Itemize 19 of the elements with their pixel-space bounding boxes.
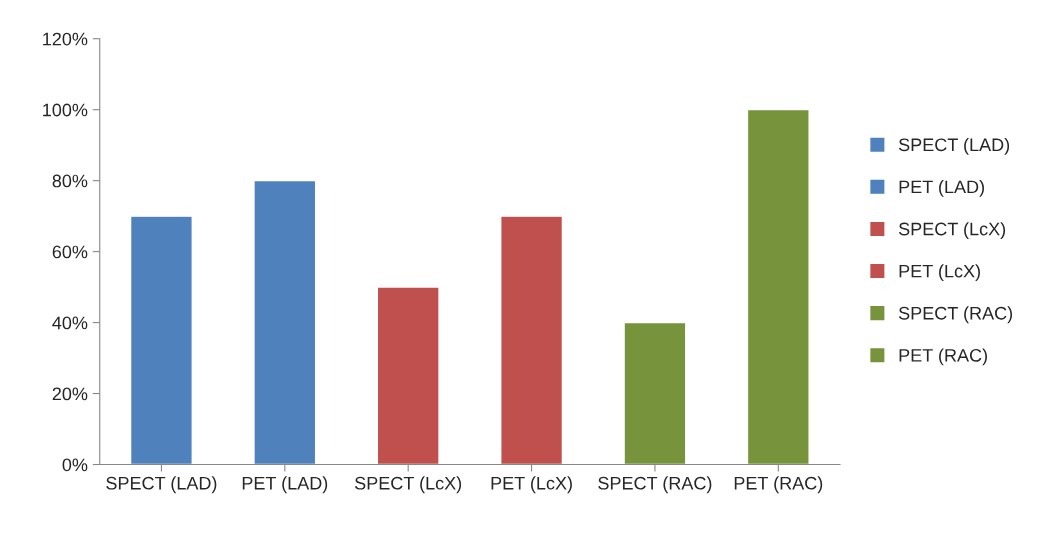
y-tick-label: 60%: [52, 245, 88, 259]
legend-label: PET (LAD): [899, 180, 984, 197]
x-tick-label: SPECT (LAD): [106, 476, 217, 494]
y-tick-label: 120%: [43, 32, 88, 46]
x-tick-label: PET (RAC): [734, 476, 823, 494]
y-tick-label: 100%: [43, 103, 88, 117]
legend-label: SPECT (LcX): [898, 222, 1006, 239]
x-tick-label: PET (LcX): [491, 476, 572, 494]
x-tick-label: SPECT (LcX): [354, 476, 462, 494]
y-tick-label: 0%: [62, 458, 88, 472]
x-tick-label: PET (LAD): [242, 476, 328, 494]
legend-label: PET (LcX): [899, 264, 980, 282]
y-tick-label: 20%: [52, 387, 88, 401]
y-tick-label: 80%: [52, 174, 88, 188]
x-tick-label: SPECT (RAC): [598, 476, 712, 494]
legend-label: SPECT (LAD): [898, 137, 1010, 155]
legend-label: SPECT (RAC): [898, 306, 1013, 324]
y-tick-label: 40%: [52, 316, 88, 330]
legend-label: PET (RAC): [899, 348, 987, 366]
